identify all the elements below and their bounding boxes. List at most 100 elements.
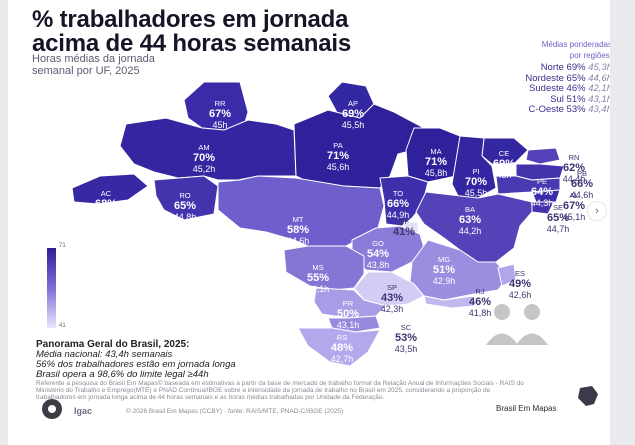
state-label-rr: RR 67% 45h — [200, 98, 240, 131]
brand-map-icon — [578, 386, 598, 406]
state-uf: PI — [472, 167, 480, 176]
state-hours: 42,9h — [432, 276, 456, 286]
state-uf: AL — [569, 191, 579, 200]
next-arrow-button[interactable]: › — [588, 202, 606, 220]
methodology-note: Referente a pesquisa do Brasil Em Mapas©… — [36, 380, 524, 401]
state-pct: 48% — [330, 342, 354, 354]
panorama-line-average: Média nacional: 43,4h semanais — [36, 349, 173, 360]
state-hours: 42,7h — [330, 354, 354, 364]
scale-min-label: 41 — [59, 323, 66, 329]
state-rn[interactable] — [525, 147, 561, 165]
state-uf: MS — [312, 263, 324, 272]
worker-icons — [486, 304, 548, 345]
state-hours: 45h — [496, 170, 512, 180]
state-pct: 54% — [366, 248, 390, 260]
region-row-centro-oeste: C-Oeste 53% 43,4h — [528, 104, 610, 115]
state-pct: 58% — [286, 224, 310, 236]
state-ac[interactable] — [71, 173, 149, 205]
state-pct: 67% — [208, 108, 232, 120]
state-uf: RN — [568, 153, 580, 162]
state-pi[interactable] — [451, 135, 497, 201]
regional-averages: Médias ponderadas por regiões: Norte 69%… — [492, 40, 610, 116]
state-uf: GO — [372, 239, 384, 248]
brazil-map — [71, 81, 598, 406]
state-hours: 43,5h — [394, 344, 418, 354]
state-label-ac: AC 68% 45,3h — [86, 188, 126, 221]
state-pct: 50% — [336, 308, 360, 320]
state-hours: 44,8h — [173, 212, 197, 222]
state-al[interactable] — [531, 189, 561, 203]
state-label-go: GO 54% 43,8h — [358, 238, 398, 271]
page-title: % trabalhadores em jornada acima de 44 h… — [32, 6, 351, 57]
state-label-ce: CE 69% 45h — [484, 148, 524, 181]
regional-heading: Médias ponderadas por regiões: — [541, 40, 610, 60]
state-label-es: ES 49% 42,6h — [500, 268, 540, 301]
state-uf: TO — [392, 189, 404, 198]
state-ms[interactable] — [283, 245, 365, 291]
state-uf: DF — [399, 217, 409, 226]
state-hours: 41,8h — [468, 308, 492, 318]
state-pct: 69% — [341, 108, 365, 120]
state-label-sc: SC 53% 43,5h — [386, 322, 426, 355]
state-label-pr: PR 50% 43,1h — [328, 298, 368, 331]
state-uf: RS — [336, 333, 348, 342]
state-label-pi: PI 70% 45,5h — [456, 166, 496, 199]
state-pct: 43% — [380, 292, 404, 304]
state-pct: 70% — [464, 176, 488, 188]
state-hours: 45,5h — [464, 188, 488, 198]
state-hours: 44,7h — [546, 224, 570, 234]
state-pct: 71% — [424, 156, 448, 168]
state-label-ma: MA 71% 45,8h — [416, 146, 456, 179]
state-label-se: SE 65% 44,7h — [538, 202, 578, 235]
state-pct: 67% — [562, 200, 586, 212]
state-uf: PB — [576, 169, 587, 178]
state-hours: 45,6h — [326, 162, 350, 172]
state-hours: 43,1h — [336, 320, 360, 330]
state-hours: 42,3h — [380, 304, 404, 314]
menu-circle-button[interactable] — [42, 399, 62, 419]
state-pct: 66% — [570, 178, 594, 190]
state-es[interactable] — [497, 263, 517, 287]
state-hours: 44,1h — [306, 284, 330, 294]
state-hours: 45h — [212, 120, 228, 130]
state-label-al: AL 67% 45,1h — [554, 190, 594, 223]
state-uf: PR — [342, 299, 354, 308]
state-label-ms: MS 55% 44,1h — [298, 262, 338, 295]
copyright-source: © 2026 Brasil Em Mapas (CCBY) · fonte: R… — [126, 408, 344, 415]
state-label-pa: PA 71% 45,6h — [318, 140, 358, 173]
state-pct: 69% — [492, 158, 516, 170]
state-uf: AM — [198, 143, 210, 152]
state-uf: AC — [100, 189, 112, 198]
region-row-sudeste: Sudeste 46% 42,1h — [529, 83, 610, 94]
state-to[interactable] — [379, 175, 429, 227]
state-hours: 45,3h — [94, 210, 118, 220]
state-hours: 45,8h — [424, 168, 448, 178]
panorama-line-share: 56% dos trabalhadores estão em jornada l… — [36, 359, 236, 370]
state-pct: 49% — [508, 278, 532, 290]
state-pct: 55% — [306, 272, 330, 284]
state-pct: 64% — [530, 186, 554, 198]
state-ro[interactable] — [153, 175, 219, 221]
state-label-pe: PE 64% 44,3h — [522, 176, 562, 209]
region-row-norte: Norte 69% 45,3h — [540, 62, 610, 73]
state-pct: 65% — [173, 200, 197, 212]
state-uf: CE — [498, 149, 510, 158]
state-hours: 45,5h — [341, 120, 365, 130]
state-rj[interactable] — [423, 295, 475, 309]
state-pe[interactable] — [495, 175, 561, 195]
state-label-am: AM 70% 45,2h — [184, 142, 224, 175]
state-pct: 70% — [192, 152, 216, 164]
state-label-ba: BA 63% 44,2h — [450, 204, 490, 237]
state-pct: 68% — [94, 198, 118, 210]
state-rs[interactable] — [297, 327, 381, 367]
color-scale-bar — [47, 248, 56, 328]
scale-max-label: 71 — [59, 243, 66, 249]
state-label-rs: RS 48% 42,7h — [322, 332, 362, 365]
state-uf: PE — [536, 177, 547, 186]
state-uf: RJ — [475, 287, 485, 296]
state-ba[interactable] — [415, 191, 533, 263]
state-uf: MT — [292, 215, 304, 224]
state-hours: 45,1h — [562, 212, 586, 222]
state-pct: 65% — [546, 212, 570, 224]
region-row-sul: Sul 51% 43,1h — [550, 93, 610, 105]
